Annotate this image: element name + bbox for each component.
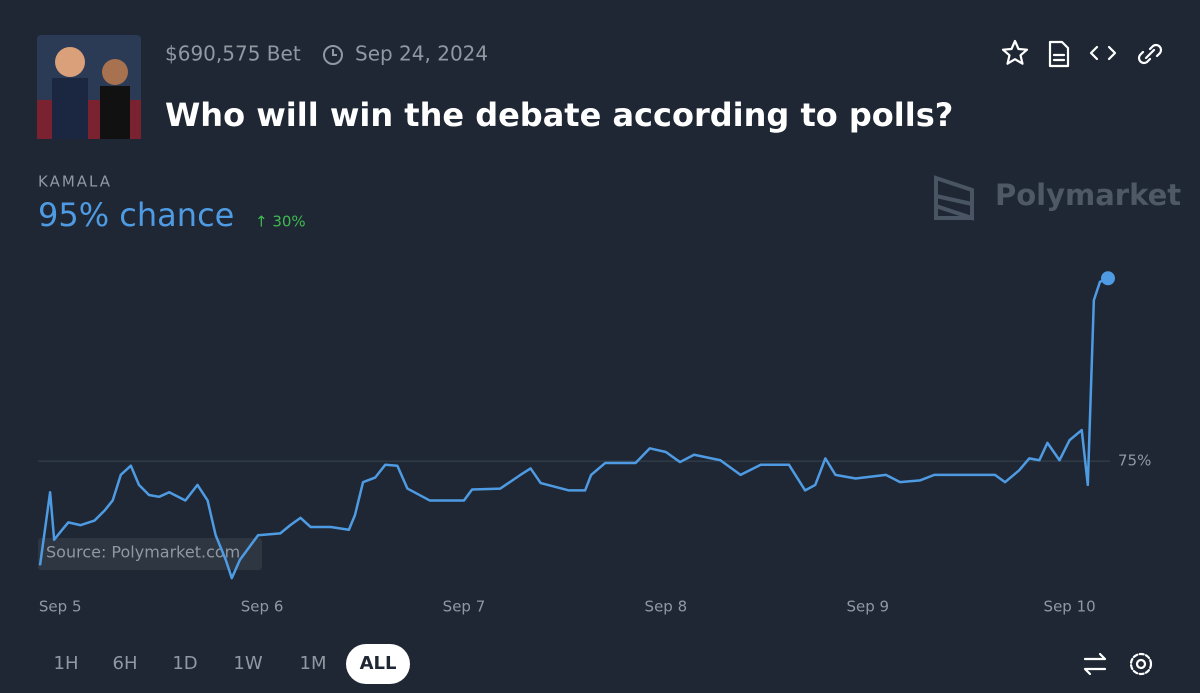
- doc-button[interactable]: [1048, 40, 1070, 68]
- current-point: [1100, 271, 1115, 286]
- brand-name: Polymarket: [995, 178, 1181, 212]
- x-tick-label: Sep 5: [39, 598, 82, 616]
- range-button[interactable]: 6H: [113, 653, 138, 674]
- source-badge: [38, 538, 262, 570]
- star-button[interactable]: [1001, 39, 1029, 65]
- x-tick-label: Sep 6: [241, 598, 284, 616]
- settings-icon[interactable]: [1129, 652, 1153, 676]
- x-tick-label: Sep 7: [443, 598, 486, 616]
- y-tick-label: 75%: [1118, 452, 1151, 470]
- outcome-name: KAMALA: [38, 173, 112, 191]
- embed-button[interactable]: [1089, 45, 1117, 61]
- market-title: Who will win the debate according to pol…: [165, 96, 953, 134]
- clock-icon: [323, 45, 343, 65]
- link-button[interactable]: [1137, 43, 1163, 65]
- range-pill[interactable]: [346, 644, 410, 684]
- range-button[interactable]: 1M: [300, 653, 327, 674]
- range-button[interactable]: 1H: [54, 653, 79, 674]
- volume: $690,575 Bet: [165, 42, 301, 66]
- x-tick-label: Sep 10: [1044, 598, 1096, 616]
- brand-logo: [934, 175, 974, 221]
- range-button[interactable]: 1W: [233, 653, 262, 674]
- end-date: Sep 24, 2024: [355, 42, 488, 66]
- x-tick-label: Sep 8: [645, 598, 688, 616]
- swap-icon[interactable]: [1083, 652, 1107, 676]
- price-line: [38, 277, 1109, 580]
- outcome-change: ↑ 30%: [255, 213, 306, 231]
- range-button[interactable]: 1D: [172, 653, 197, 674]
- source: Source: Polymarket.com: [46, 543, 240, 562]
- outcome-chance: 95% chance: [38, 196, 234, 234]
- market-image: [37, 35, 141, 139]
- x-tick-label: Sep 9: [846, 598, 889, 616]
- range-button[interactable]: ALL: [360, 653, 397, 674]
